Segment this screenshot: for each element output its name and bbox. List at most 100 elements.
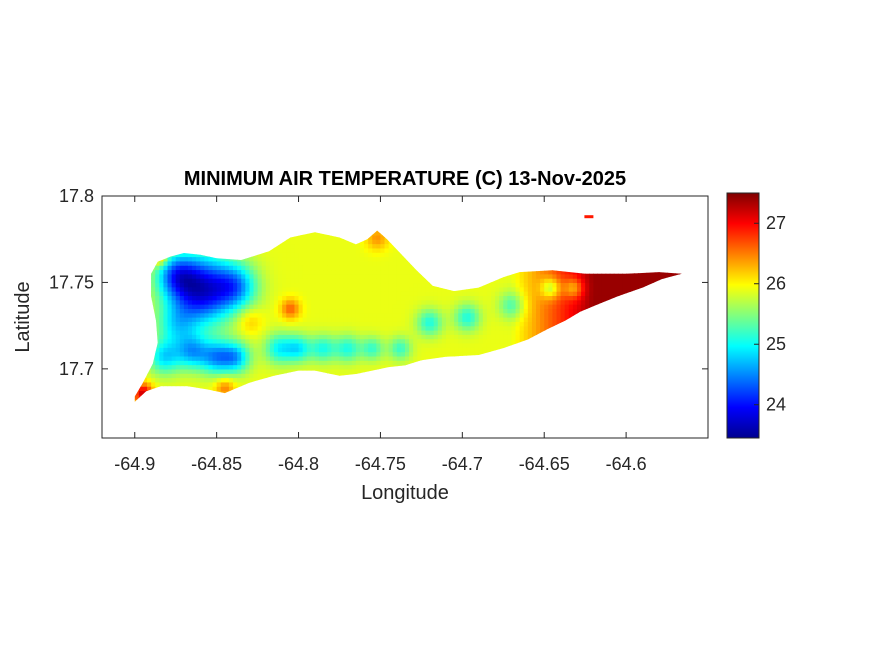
heat-cell <box>519 295 525 301</box>
heat-cell <box>495 342 500 348</box>
heat-cell <box>597 278 603 284</box>
heat-cell <box>253 364 259 370</box>
heat-cell <box>171 381 177 387</box>
heat-cell <box>368 355 373 361</box>
heat-cell <box>331 291 336 296</box>
heat-cell <box>482 295 488 301</box>
heat-cell <box>503 295 508 301</box>
heat-cell <box>167 329 173 335</box>
heat-cell <box>269 347 275 353</box>
heat-cell <box>400 265 406 271</box>
heat-cell <box>310 347 316 353</box>
heat-cell <box>359 295 365 301</box>
heat-cell <box>507 278 513 284</box>
heat-cell <box>355 325 361 331</box>
heat-cell <box>171 347 177 353</box>
heat-cell <box>568 282 574 288</box>
heat-cell <box>392 334 398 340</box>
heat-cell <box>327 265 332 271</box>
heat-cell <box>306 338 312 344</box>
heat-cell <box>421 308 427 314</box>
heat-cell <box>458 304 463 309</box>
heat-cell <box>237 351 242 357</box>
heat-cell <box>388 291 394 296</box>
heat-cell <box>241 373 246 379</box>
heat-cell <box>196 256 201 262</box>
heat-cell <box>237 338 242 344</box>
heat-cell <box>286 325 291 331</box>
heat-cell <box>368 256 373 262</box>
heat-cell <box>306 291 312 296</box>
heat-cell <box>458 325 463 331</box>
heat-cell <box>511 286 517 292</box>
heat-cell <box>302 308 308 314</box>
heat-cell <box>331 338 336 344</box>
heat-cell <box>179 338 185 344</box>
heat-cell <box>159 278 165 284</box>
heat-cell <box>335 347 341 353</box>
heat-cell <box>302 364 308 370</box>
heat-cell <box>343 312 349 318</box>
heat-cell <box>241 351 246 357</box>
heat-cell <box>208 368 214 374</box>
heat-cell <box>343 364 349 370</box>
heat-cell <box>187 325 193 331</box>
heat-cell <box>450 299 455 305</box>
heat-cell <box>376 347 382 353</box>
heat-cell <box>409 342 414 348</box>
heat-cell <box>400 308 406 314</box>
heat-cell <box>237 260 242 266</box>
heat-cell <box>204 256 210 262</box>
heat-cell <box>396 282 402 288</box>
heat-cell <box>196 321 201 327</box>
heat-cell <box>470 342 476 348</box>
heat-cell <box>335 355 341 361</box>
heat-cell <box>282 334 287 340</box>
heat-cell <box>298 295 304 301</box>
heat-cell <box>339 342 345 348</box>
heat-cell <box>179 269 185 275</box>
heat-cell <box>355 368 361 374</box>
heat-cell <box>179 329 185 335</box>
heat-cell <box>576 295 582 301</box>
heat-cell <box>572 282 578 288</box>
heat-cell <box>179 299 185 305</box>
heat-cell <box>151 299 156 305</box>
heat-cell <box>298 282 304 288</box>
heat-cell <box>261 368 267 374</box>
heat-cell <box>466 338 472 344</box>
heat-cell <box>187 304 193 309</box>
heat-cell <box>384 286 390 292</box>
heat-cell <box>196 308 201 314</box>
heat-cell <box>249 304 255 309</box>
heat-cell <box>343 269 349 275</box>
heat-cell <box>175 338 181 344</box>
heat-cell <box>261 278 267 284</box>
heat-cell <box>306 308 312 314</box>
heat-cell <box>425 329 431 335</box>
heat-cell <box>183 256 189 262</box>
heat-cell <box>458 295 463 301</box>
heat-cell <box>212 355 218 361</box>
heat-cell <box>208 312 214 318</box>
heat-cell <box>437 317 443 322</box>
heat-cell <box>200 273 205 279</box>
heat-cell <box>376 304 382 309</box>
heat-cell <box>384 269 390 275</box>
heat-cell <box>441 342 447 348</box>
heat-cell <box>450 351 455 357</box>
heat-cell <box>245 351 250 357</box>
heat-cell <box>269 360 275 366</box>
heat-cell <box>220 304 226 309</box>
heat-cell <box>396 278 402 284</box>
heat-cell <box>298 312 304 318</box>
heat-cell <box>212 304 218 309</box>
heat-cell <box>302 299 308 305</box>
heat-cell <box>265 334 271 340</box>
heat-cell <box>511 325 517 331</box>
heat-cell <box>421 334 427 340</box>
heat-cell <box>531 269 537 275</box>
heat-cell <box>372 325 377 331</box>
heat-cell <box>265 347 271 353</box>
heat-cell <box>163 351 169 357</box>
